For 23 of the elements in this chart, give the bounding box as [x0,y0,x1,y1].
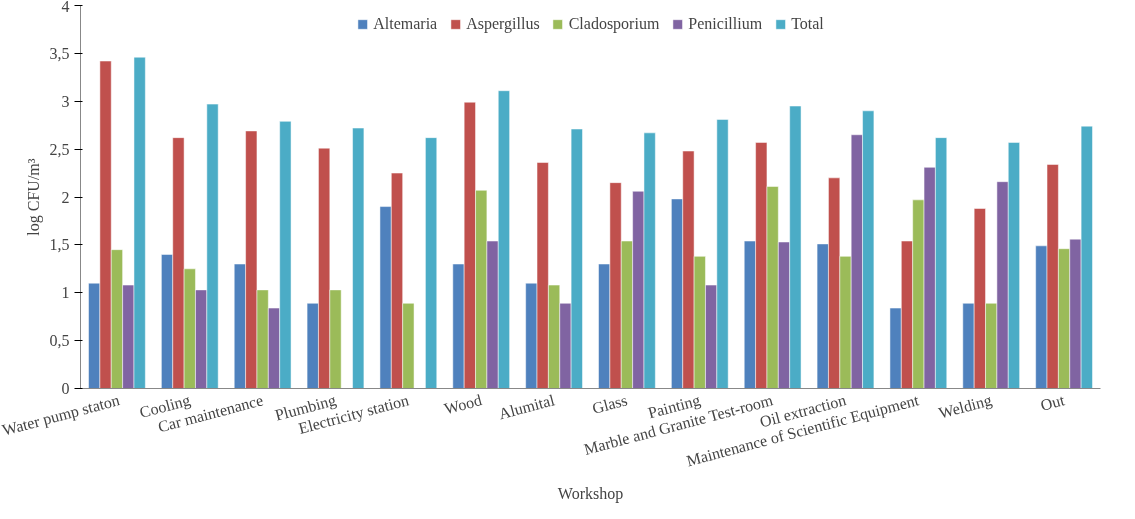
legend-label: Total [791,15,824,33]
legend-label: Penicillium [688,15,763,33]
y-tick-label: 0,5 [49,332,70,350]
x-axis-title: Workshop [557,485,624,504]
bar [352,127,365,389]
y-tick-label: 4 [61,0,70,15]
x-tick-label: Wood [442,391,484,418]
legend-label: Altemaria [373,15,438,33]
x-tick-label: Alumital [496,391,557,423]
y-tick-label: 0 [61,380,70,397]
x-tick-label: Glass [590,391,630,417]
y-tick-label: 1,5 [49,236,70,254]
y-tick-label: 2 [61,188,70,206]
legend-label: Aspergillus [466,15,540,33]
y-tick-label: 1 [61,284,70,302]
y-tick-label: 3 [61,92,70,110]
y-tick-label: 3,5 [49,44,70,62]
x-tick-label: Welding [937,391,994,423]
legend-label: Cladosporium [568,15,660,33]
x-tick-label: Out [1038,391,1067,414]
y-tick-label: 2,5 [49,140,70,158]
bar [425,137,438,389]
y-axis-title: log CFU/m³ [24,158,43,236]
